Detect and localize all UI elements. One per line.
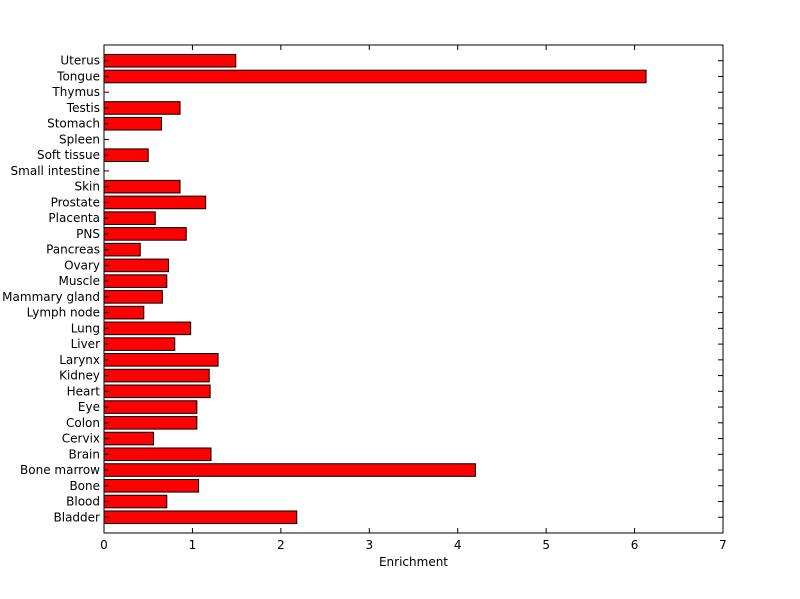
y-tick-label: Mammary gland	[2, 290, 100, 304]
bar-testis	[103, 101, 181, 115]
x-tick-label: 2	[277, 538, 285, 552]
bar-ovary	[103, 258, 170, 273]
bar-uterus	[103, 53, 237, 68]
bar-bladder	[103, 510, 298, 525]
y-tick-label: Soft tissue	[37, 148, 100, 162]
bar-skin	[103, 179, 181, 194]
y-tick-label: Uterus	[60, 54, 100, 68]
x-tick-label: 5	[542, 538, 550, 552]
x-tick-label: 7	[719, 538, 727, 552]
y-tick-label: Cervix	[62, 432, 100, 446]
y-tick-label: Larynx	[59, 353, 100, 367]
y-tick-label: Placenta	[48, 211, 100, 225]
y-tick-label: Spleen	[59, 132, 100, 146]
bar-blood	[103, 494, 168, 509]
y-tick-label: Muscle	[58, 274, 100, 288]
bar-cervix	[103, 431, 155, 446]
bar-stomach	[103, 116, 162, 131]
y-tick-label: Bladder	[54, 510, 101, 524]
bar-muscle	[103, 274, 168, 288]
y-tick-label: Brain	[69, 447, 100, 461]
x-tick-group: 0 1 2 3 4 5 6 7	[100, 45, 727, 552]
bar-tongue	[103, 69, 647, 84]
bar-pancreas	[103, 242, 141, 257]
y-tick-label: Small intestine	[11, 164, 100, 178]
x-tick-label: 3	[365, 538, 373, 552]
y-tick-label: Bone	[69, 479, 100, 493]
bar-prostate	[103, 195, 207, 210]
y-tick-label: Blood	[66, 495, 100, 509]
bar-brain	[103, 447, 212, 462]
plot-area-frame	[103, 44, 724, 534]
y-tick-label: Lymph node	[27, 306, 100, 320]
x-tick-label: 4	[454, 538, 462, 552]
bar-mammary-gland	[103, 290, 163, 304]
bar-lung	[103, 321, 192, 336]
y-tick-label: Testis	[66, 101, 100, 115]
y-tick-label: Liver	[71, 337, 101, 351]
y-tick-label: Pancreas	[46, 243, 100, 257]
bars-group	[103, 53, 647, 525]
y-tick-label: Prostate	[51, 195, 100, 209]
y-tick-label: Lung	[71, 321, 100, 335]
y-tick-label: Colon	[66, 416, 100, 430]
bar-soft-tissue	[103, 148, 149, 162]
bar-heart	[103, 384, 211, 399]
bar-bone-marrow	[103, 463, 476, 477]
y-tick-label: Skin	[74, 180, 100, 194]
y-tick-label: Bone marrow	[20, 463, 100, 477]
bar-lymph-node	[103, 305, 145, 320]
x-axis-label: Enrichment	[379, 555, 448, 569]
y-tick-label: PNS	[76, 227, 100, 241]
y-tick-label: Ovary	[64, 258, 100, 272]
bar-liver	[103, 337, 176, 351]
y-tick-label: Eye	[78, 400, 100, 414]
y-tick-label: Stomach	[47, 117, 100, 131]
x-tick-label: 1	[189, 538, 197, 552]
y-tick-label: Thymus	[51, 85, 100, 99]
x-tick-label: 0	[100, 538, 108, 552]
x-tick-label: 6	[631, 538, 639, 552]
bar-bone	[103, 478, 200, 493]
bar-eye	[103, 400, 198, 414]
bar-colon	[103, 416, 198, 430]
bar-kidney	[103, 368, 210, 383]
y-tick-label: Kidney	[59, 369, 100, 383]
bar-pns	[103, 227, 187, 241]
bar-placenta	[103, 211, 156, 225]
y-tick-label: Tongue	[56, 69, 100, 83]
y-tick-label: Heart	[67, 384, 101, 398]
bar-larynx	[103, 353, 219, 367]
